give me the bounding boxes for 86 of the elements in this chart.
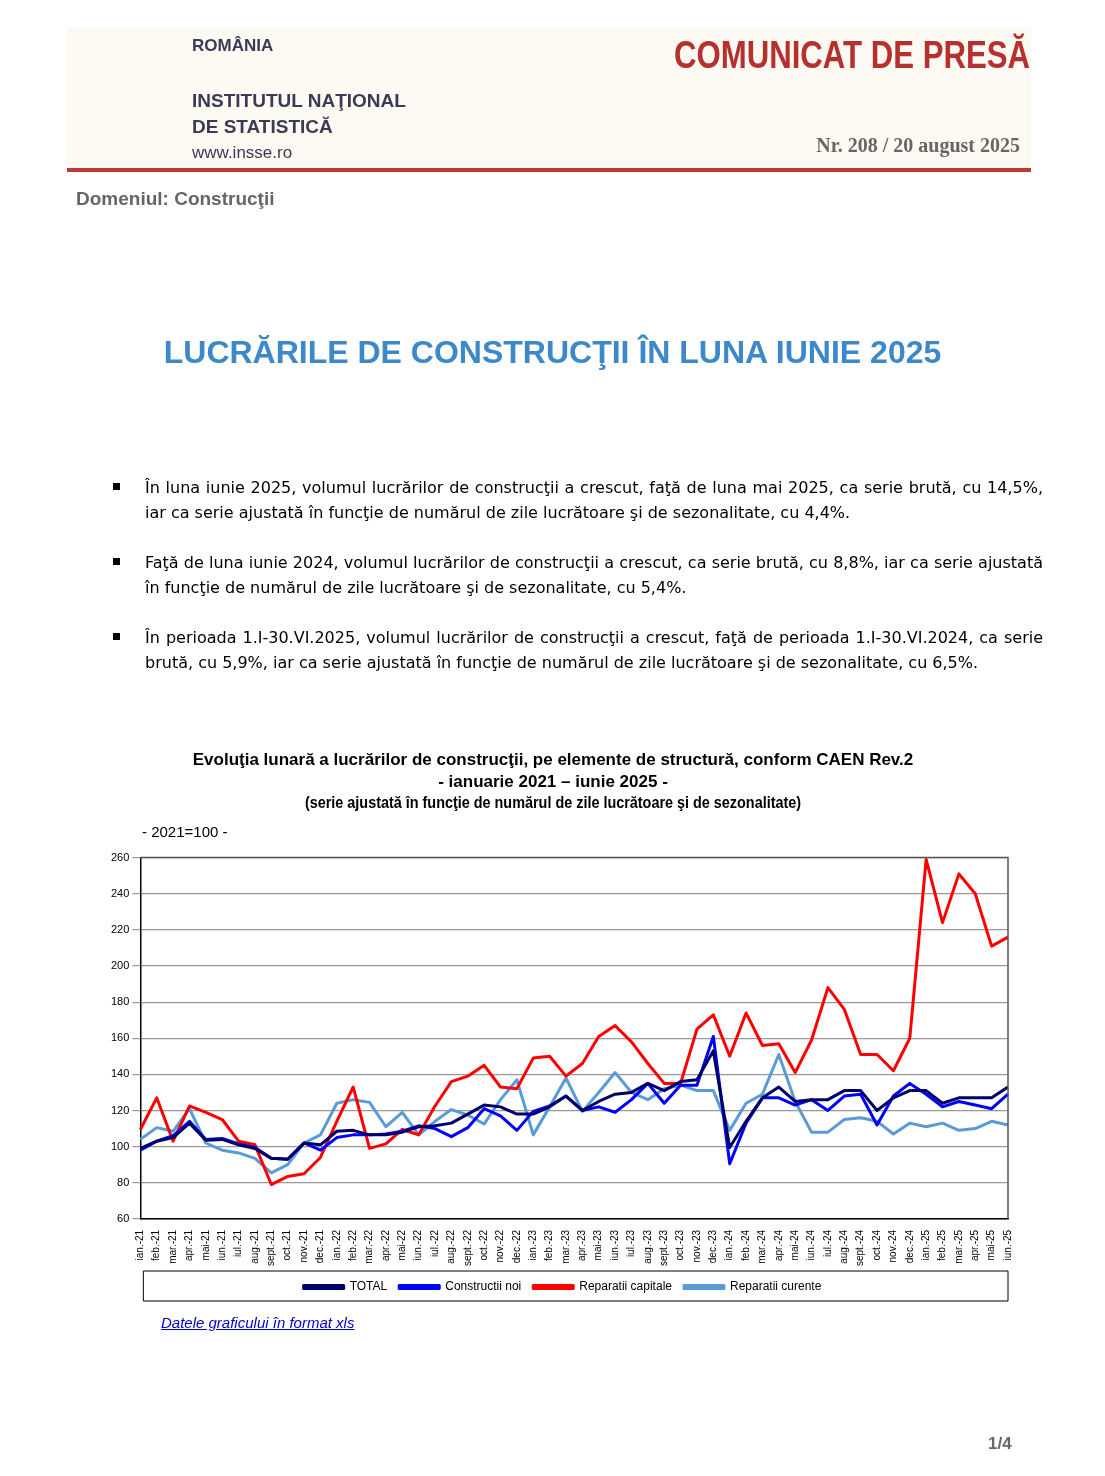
y-tick-label: 140 (110, 1067, 130, 1080)
x-tick-label: iul.-23 (625, 1229, 637, 1258)
x-tick-label: apr.-21 (183, 1229, 195, 1262)
x-tick-label: iul.-24 (821, 1229, 833, 1258)
x-tick-label: iun.-24 (805, 1229, 817, 1261)
x-tick-label: oct.-23 (674, 1229, 686, 1261)
y-tick-label: 240 (110, 886, 130, 899)
x-tick-label: feb.-23 (543, 1229, 555, 1262)
x-tick-label: ian.-24 (723, 1229, 735, 1261)
legend-label: TOTAL (349, 1279, 388, 1294)
y-axis-title: - 2021=100 - (142, 823, 228, 840)
x-tick-label: sept.-24 (854, 1229, 866, 1267)
y-tick-label: 60 (117, 1211, 130, 1224)
x-tick-label: iul.-21 (232, 1229, 244, 1258)
text: ROMÂNIA (192, 36, 274, 56)
text: COMUNICAT DE PRESĂ (672, 34, 1030, 77)
x-tick-label: aug.-22 (445, 1229, 457, 1264)
x-tick-label: feb.-21 (150, 1229, 162, 1262)
x-tick-label: nov.-21 (297, 1229, 309, 1263)
x-tick-label: mar.-25 (952, 1229, 964, 1264)
legend-label: Reparatii curente (729, 1279, 822, 1294)
x-tick-label: sept.-22 (461, 1229, 473, 1267)
x-tick-label: ian.-22 (330, 1229, 342, 1261)
x-tick-label: nov.-22 (494, 1229, 506, 1263)
text: (serie ajustată în funcţie de numărul de zile lucrătoare şi de sezonalitate) (303, 794, 803, 812)
text: Domeniul: Construcţii (76, 188, 275, 210)
x-tick-label: oct.-22 (477, 1229, 489, 1261)
x-tick-label: mar.-23 (559, 1229, 571, 1264)
text: Datele graficului în format xls (161, 1314, 355, 1331)
legend-label: Reparatii capitale (579, 1279, 673, 1294)
x-tick-label: mar.-21 (166, 1229, 178, 1264)
text: Faţă de luna iunie 2024, volumul lucrărilor de construcţii a crescut, ca serie brută, cu 8,8%, iar ca serie ajustată în funcţie de numărul de zile lucrătoare şi de sezonalitate, cu 5,4%. (145, 552, 1043, 599)
chart-title: Evoluţia lunară a lucrărilor de construcţii, pe elemente de structură, conform CAEN Rev.2 (191, 750, 915, 770)
x-tick-label: feb.-22 (346, 1229, 358, 1262)
y-tick-label: 260 (110, 850, 130, 863)
x-tick-label: dec.-21 (314, 1229, 326, 1264)
text: 1/4 (988, 1434, 1012, 1454)
text: DE STATISTICĂ (192, 116, 333, 138)
x-tick-label: iul.-22 (428, 1229, 440, 1258)
x-tick-label: mai-24 (788, 1229, 800, 1261)
legend-label: Constructii noi (445, 1279, 522, 1294)
x-tick-label: aug.-21 (248, 1229, 260, 1264)
text: În perioada 1.I-30.VI.2025, volumul lucrărilor de construcţii a crescut, faţă de perioada 1.I-30.VI.2024, ca serie brută, cu 5,9%, iar ca serie ajustată în funcţie de numărul de zile lucrătoare şi de sezonalitate, cu 6,5%. (145, 627, 1043, 674)
x-tick-label: ian.-21 (134, 1229, 146, 1261)
x-tick-label: iun.-25 (1001, 1229, 1013, 1261)
x-tick-label: mar.-24 (756, 1229, 768, 1264)
x-tick-label: dec.-23 (707, 1229, 719, 1264)
x-tick-label: oct.-21 (281, 1229, 293, 1261)
x-tick-label: mai-22 (396, 1229, 408, 1261)
text: INSTITUTUL NAŢIONAL (192, 90, 406, 112)
y-tick-label: 80 (117, 1175, 130, 1188)
y-tick-label: 160 (110, 1031, 130, 1044)
text: În luna iunie 2025, volumul lucrărilor de construcţii a crescut, faţă de luna mai 2025, ca serie brută, cu 14,5%, iar ca serie ajustată în funcţie de numărul de zile lucrătoare şi de sezonalitate, cu 4,4%. (145, 477, 1043, 524)
x-tick-label: iun.-23 (608, 1229, 620, 1261)
x-tick-label: feb.-25 (936, 1229, 948, 1262)
x-tick-label: nov.-24 (887, 1229, 899, 1263)
x-tick-label: ian.-23 (527, 1229, 538, 1261)
x-tick-label: iun.-21 (215, 1229, 227, 1261)
x-tick-label: mar.-22 (363, 1229, 375, 1264)
x-tick-label: mai-21 (199, 1229, 211, 1261)
chart-subtitle: - ianuarie 2021 – iunie 2025 - (437, 772, 669, 792)
x-tick-label: dec.-22 (510, 1229, 522, 1264)
x-tick-label: sept.-21 (265, 1229, 277, 1267)
x-tick-label: iun.-22 (412, 1229, 424, 1261)
x-tick-label: mai-23 (592, 1229, 604, 1261)
x-tick-label: apr.-23 (576, 1229, 588, 1262)
y-tick-label: 200 (110, 959, 130, 972)
x-tick-label: dec.-24 (903, 1229, 915, 1264)
x-tick-label: apr.-22 (379, 1229, 391, 1262)
x-tick-label: feb.-24 (739, 1229, 751, 1262)
x-tick-label: aug.-23 (641, 1229, 653, 1264)
y-tick-label: 100 (110, 1139, 130, 1152)
x-tick-label: sept.-23 (657, 1229, 669, 1267)
y-tick-label: 180 (110, 995, 130, 1008)
y-tick-label: 220 (110, 922, 130, 935)
text: www.insse.ro (192, 143, 293, 163)
text: Nr. 208 / 20 august 2025 (815, 134, 1020, 157)
x-tick-label: ian.-25 (919, 1229, 931, 1261)
x-tick-label: apr.-25 (969, 1229, 981, 1262)
y-tick-label: 120 (110, 1103, 130, 1116)
x-tick-label: apr.-24 (772, 1229, 784, 1262)
text: LUCRĂRILE DE CONSTRUCŢII ÎN LUNA IUNIE 2025 (162, 334, 943, 371)
x-tick-label: aug.-24 (838, 1229, 850, 1264)
x-tick-label: mai-25 (985, 1229, 997, 1261)
x-tick-label: oct.-24 (870, 1229, 882, 1261)
x-tick-label: nov.-23 (690, 1229, 702, 1263)
